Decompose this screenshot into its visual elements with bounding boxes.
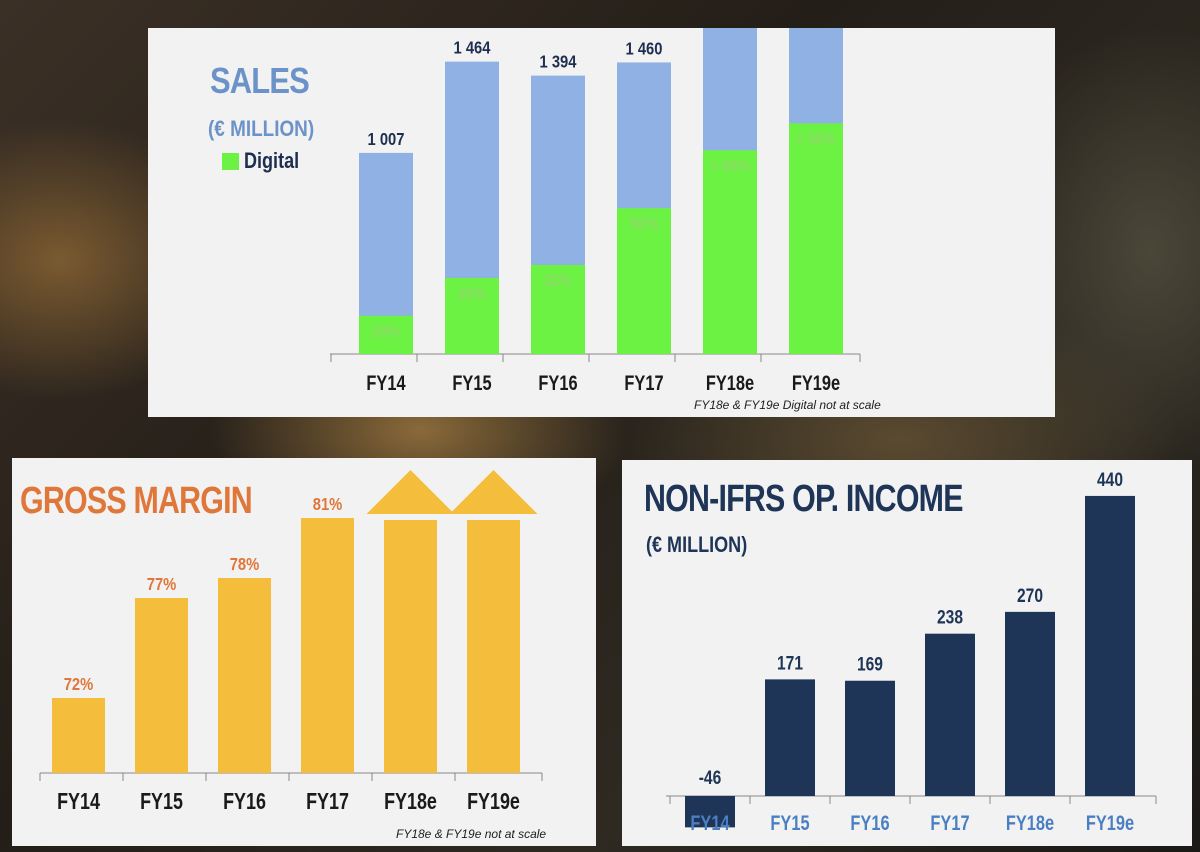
op-income-title: NON-IFRS OP. INCOME	[644, 478, 963, 520]
sales-category-fy16: FY16	[538, 371, 577, 394]
op-value-fy16: 169	[857, 653, 883, 675]
legend-label-digital: Digital	[244, 148, 300, 173]
op-value-fy14: -46	[699, 767, 722, 789]
sales-category-fy17: FY17	[624, 371, 663, 394]
sales-category-fy15: FY15	[452, 371, 491, 394]
sales-title: SALES	[210, 60, 310, 101]
sales-value-fy14: 1 007	[368, 130, 405, 150]
op-bar-fy17	[925, 633, 975, 796]
op-bar-fy16	[845, 680, 895, 796]
sales-note: FY18e & FY19e Digital not at scale	[694, 398, 881, 412]
gm-value-fy17: 81%	[313, 495, 343, 515]
gm-bar-fy17	[301, 518, 354, 773]
sales-panel: 1 007 19% FY14 1 464 26% FY15 1 394 32% FY16 1 46…	[148, 28, 1055, 417]
op-income-unit: (€ MILLION)	[646, 532, 748, 557]
gm-category-fy14: FY14	[57, 789, 100, 815]
sales-chart: 1 007 19% FY14 1 464 26% FY15 1 394 32% FY16 1 46…	[330, 28, 861, 394]
op-category-fy16: FY16	[850, 811, 889, 834]
op-income-chart: -46 FY14 171 FY15 169 FY16 238 FY17 270 FY18e 440 F…	[666, 468, 1157, 834]
op-value-fy18e: 270	[1017, 584, 1043, 606]
sales-digital-value-fy19e: > 55%	[796, 130, 836, 149]
sales-digital-value-fy18e: > 60%	[710, 157, 750, 176]
gm-arrow-gap-fy19e	[467, 514, 520, 520]
op-income-panel: -46 FY14 171 FY15 169 FY16 238 FY17 270 FY18e 440 F…	[622, 460, 1192, 846]
sales-category-fy14: FY14	[366, 371, 406, 394]
gm-category-fy17: FY17	[306, 789, 349, 815]
sales-digital-value-fy15: 26%	[458, 285, 486, 304]
gross-margin-chart: 72% FY14 77% FY15 78% FY16 81% FY17 FY18e FY19e	[39, 470, 543, 815]
sales-digital-bar-fy15	[445, 277, 499, 354]
sales-digital-value-fy17: 50%	[630, 215, 658, 234]
gm-bar-fy19e	[467, 518, 520, 773]
op-category-fy19e: FY19e	[1086, 811, 1134, 834]
gm-category-fy16: FY16	[223, 789, 266, 815]
op-bar-fy15	[765, 679, 815, 796]
gross-margin-note: FY18e & FY19e not at scale	[396, 827, 547, 841]
op-category-fy17: FY17	[930, 811, 969, 834]
sales-unit: (€ MILLION)	[208, 116, 315, 141]
gm-arrow-fy18e	[366, 470, 455, 514]
gm-bar-fy16	[218, 578, 271, 773]
op-value-fy17: 238	[937, 606, 963, 628]
gm-bar-fy14	[52, 698, 105, 773]
sales-digital-bar-fy19e	[789, 123, 843, 354]
op-category-fy14: FY14	[690, 811, 730, 834]
sales-digital-bar-fy14	[359, 315, 413, 354]
gm-value-fy14: 72%	[64, 675, 94, 695]
sales-category-fy19e: FY19e	[792, 371, 840, 394]
op-bar-fy19e	[1085, 495, 1135, 796]
gm-bar-fy15	[135, 598, 188, 773]
op-bar-fy18e	[1005, 611, 1055, 796]
sales-digital-value-fy14: 19%	[372, 323, 400, 342]
gm-value-fy15: 77%	[147, 575, 177, 595]
sales-digital-value-fy16: 32%	[544, 272, 572, 291]
sales-value-fy16: 1 394	[540, 52, 578, 72]
gm-arrow-gap-fy18e	[384, 514, 437, 520]
sales-digital-bar-fy16	[531, 264, 585, 354]
gm-category-fy19e: FY19e	[467, 789, 520, 815]
gross-margin-title: GROSS MARGIN	[20, 480, 253, 522]
gm-bar-fy18e	[384, 518, 437, 773]
sales-category-fy18e: FY18e	[706, 371, 754, 394]
gm-value-fy16: 78%	[230, 555, 260, 575]
op-bar-fy14	[685, 796, 735, 828]
op-value-fy15: 171	[777, 652, 803, 674]
gm-category-fy15: FY15	[140, 789, 183, 815]
op-category-fy15: FY15	[770, 811, 809, 834]
gm-category-fy18e: FY18e	[384, 789, 437, 815]
gm-arrow-fy19e	[449, 470, 538, 514]
sales-value-fy17: 1 460	[626, 39, 663, 59]
op-category-fy18e: FY18e	[1006, 811, 1054, 834]
gross-margin-panel: 72% FY14 77% FY15 78% FY16 81% FY17 FY18e FY19e G…	[12, 458, 596, 846]
legend-swatch-digital	[222, 153, 239, 170]
op-value-fy19e: 440	[1097, 468, 1123, 490]
sales-value-fy15: 1 464	[454, 38, 492, 58]
sales-digital-bar-fy18e	[703, 150, 757, 354]
sales-digital-bar-fy17	[617, 208, 671, 354]
